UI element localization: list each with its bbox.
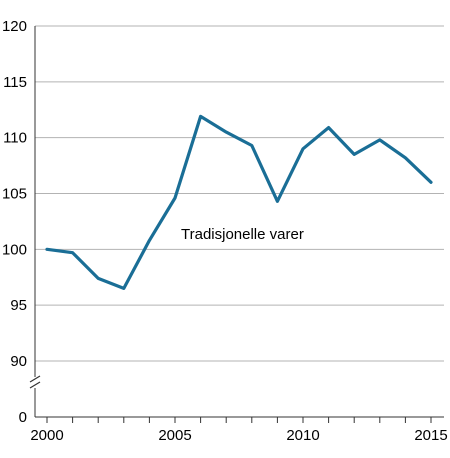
- series-annotation: Tradisjonelle varer: [181, 226, 304, 243]
- series-line-0: [45, 114, 433, 290]
- data-point-2009: [276, 200, 279, 203]
- axes: [29, 26, 444, 418]
- y-tick-label-90: 90: [10, 353, 27, 370]
- y-tick-label-115: 115: [3, 74, 27, 91]
- y-tick-label-110: 110: [3, 130, 27, 147]
- series-layer: [45, 114, 433, 290]
- data-point-2001: [71, 251, 74, 254]
- data-point-2006: [199, 115, 202, 118]
- data-point-2012: [353, 153, 356, 156]
- data-point-2007: [225, 131, 228, 134]
- y-tick-label-0: 0: [19, 409, 27, 426]
- x-tick-label-2015: 2015: [414, 427, 447, 444]
- data-point-2002: [97, 277, 100, 280]
- y-tick-label-105: 105: [2, 186, 27, 203]
- x-axis: 2000 2005 2010 2015: [30, 417, 448, 444]
- axis-break-mark-1: [29, 375, 41, 383]
- x-tick-label-2005: 2005: [158, 427, 191, 444]
- y-tick-label-120: 120: [2, 18, 27, 35]
- data-point-2008: [250, 144, 253, 147]
- x-tick-label-2010: 2010: [286, 427, 319, 444]
- data-point-2003: [122, 287, 125, 290]
- y-tick-label-100: 100: [2, 241, 27, 258]
- y-tick-label-95: 95: [10, 297, 27, 314]
- y-axis-tick-labels: 0 90 95 100 105 110 115 120: [2, 18, 27, 426]
- data-point-2010: [302, 147, 305, 150]
- x-tick-label-2000: 2000: [30, 427, 63, 444]
- data-point-2011: [327, 126, 330, 129]
- data-point-2013: [378, 138, 381, 141]
- data-point-2000: [46, 248, 49, 251]
- data-point-2005: [174, 196, 177, 199]
- data-point-2004: [148, 239, 151, 242]
- data-point-2014: [404, 156, 407, 159]
- data-point-2015: [430, 181, 433, 184]
- axis-break-mark-2: [29, 381, 41, 389]
- gridlines: [35, 25, 444, 362]
